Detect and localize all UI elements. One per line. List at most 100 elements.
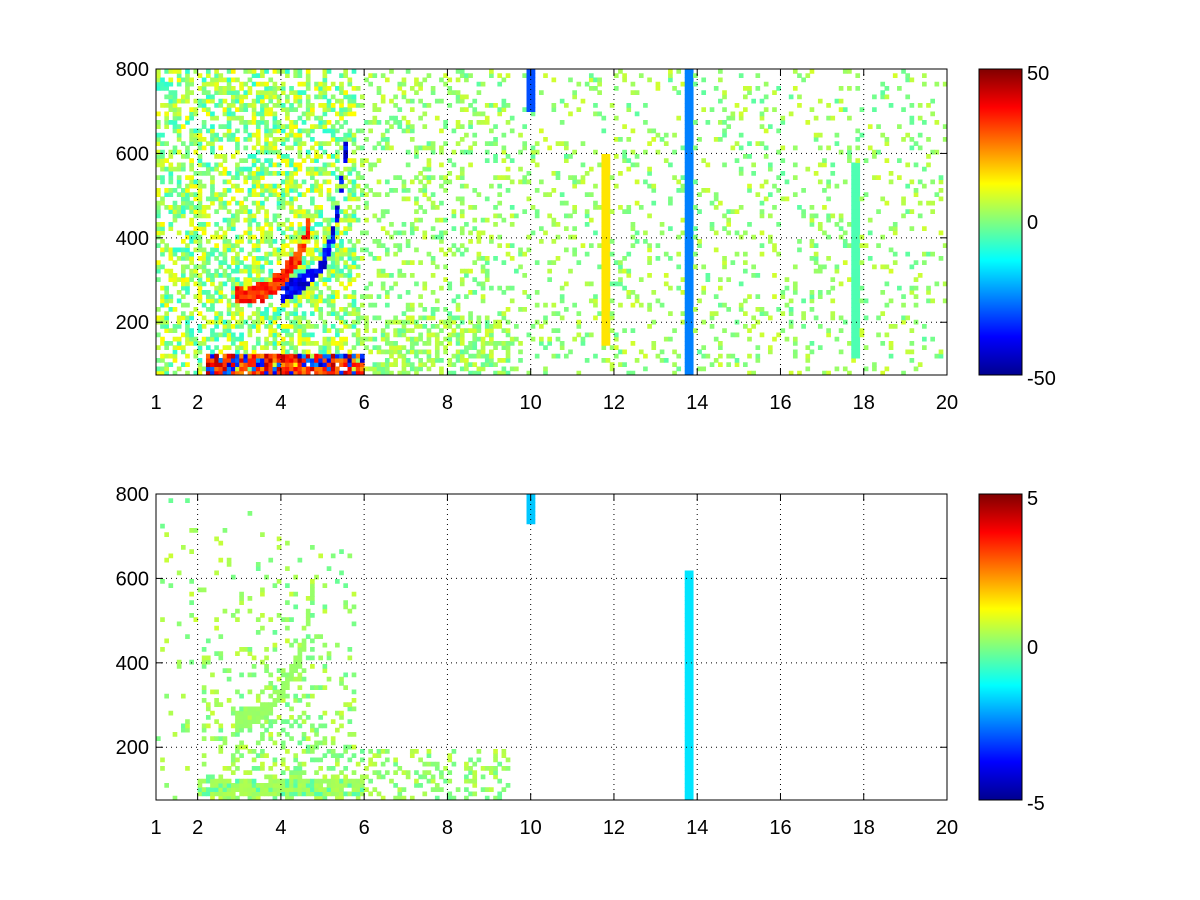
heatmap-cell (668, 196, 673, 202)
heatmap-cell (347, 81, 353, 87)
heatmap-cell (280, 727, 286, 733)
heatmap-cell (668, 69, 673, 74)
heatmap-cell (505, 345, 511, 350)
heatmap-cell (293, 319, 299, 325)
heatmap-cell (251, 256, 257, 261)
heatmap-cell (289, 345, 294, 350)
heatmap-cell (497, 107, 503, 112)
heatmap-cell (851, 298, 856, 304)
heatmap-cell (251, 171, 257, 176)
heatmap-cell (364, 366, 369, 372)
heatmap-cell (293, 655, 299, 661)
heatmap-cell (180, 294, 186, 299)
heatmap-cell (834, 141, 840, 146)
heatmap-cell (476, 120, 482, 125)
heatmap-cell (497, 795, 503, 801)
heatmap-cell (709, 324, 715, 329)
heatmap-cell (747, 141, 752, 146)
heatmap-cell (851, 205, 856, 210)
heatmap-cell (368, 251, 373, 257)
heatmap-cell (293, 251, 299, 257)
heatmap-cell (526, 519, 532, 525)
heatmap-cell (176, 230, 182, 236)
heatmap-cell (239, 672, 244, 678)
heatmap-cell (264, 103, 269, 108)
heatmap-cell (180, 268, 186, 274)
heatmap-cell (185, 115, 190, 121)
heatmap-cell (305, 787, 311, 792)
heatmap-cell (909, 358, 915, 363)
heatmap-cell (235, 98, 240, 104)
heatmap-cell (339, 791, 344, 797)
heatmap-cell (205, 69, 211, 74)
heatmap-cell (455, 141, 461, 146)
heatmap-cell (551, 217, 557, 223)
heatmap-cell (268, 791, 274, 797)
heatmap-cell (534, 149, 540, 155)
heatmap-cell (688, 86, 694, 91)
heatmap-cell (734, 158, 740, 163)
heatmap-cell (505, 103, 511, 108)
heatmap-cell (497, 234, 503, 240)
heatmap-cell (697, 137, 702, 142)
heatmap-cell (393, 783, 398, 788)
heatmap-cell (855, 73, 861, 78)
heatmap-cell (576, 324, 582, 329)
heatmap-cell (759, 124, 765, 129)
heatmap-cell (472, 778, 478, 784)
heatmap-cell (851, 264, 856, 270)
heatmap-cell (826, 234, 831, 240)
heatmap-cell (260, 732, 265, 737)
heatmap-cell (264, 341, 269, 346)
heatmap-cell (364, 328, 369, 333)
heatmap-cell (297, 226, 303, 231)
heatmap-cell (372, 370, 378, 376)
heatmap-cell (880, 341, 886, 346)
heatmap-cell (239, 166, 244, 172)
heatmap-cell (272, 273, 278, 278)
heatmap-cell (218, 319, 224, 325)
heatmap-cell (285, 681, 290, 686)
heatmap-cell (351, 302, 357, 308)
heatmap-cell (468, 315, 473, 321)
heatmap-cell (734, 332, 740, 338)
heatmap-cell (930, 149, 936, 155)
heatmap-cell (197, 285, 203, 291)
heatmap-cell (343, 370, 348, 376)
heatmap-cell (422, 234, 428, 240)
heatmap-cell (443, 124, 448, 129)
heatmap-cell (201, 659, 207, 665)
heatmap-cell (355, 315, 361, 321)
heatmap-cell (718, 69, 723, 74)
heatmap-cell (493, 213, 498, 219)
heatmap-cell (572, 209, 577, 214)
heatmap-cell (168, 553, 174, 559)
heatmap-cell (905, 183, 911, 189)
heatmap-cell (905, 315, 911, 321)
heatmap-cell (484, 319, 490, 325)
heatmap-cell (759, 98, 765, 104)
heatmap-cell (197, 273, 203, 278)
heatmap-cell (872, 362, 877, 367)
heatmap-cell (305, 621, 311, 627)
heatmap-cell (210, 774, 215, 780)
heatmap-cell (401, 311, 407, 316)
heatmap-cell (339, 268, 344, 274)
heatmap-cell (430, 315, 436, 321)
heatmap-cell (605, 239, 611, 244)
heatmap-cell (226, 264, 232, 270)
heatmap-cell (530, 81, 536, 87)
heatmap-cell (322, 120, 328, 125)
heatmap-cell (443, 73, 448, 78)
heatmap-cell (872, 107, 877, 112)
heatmap-cell (310, 277, 315, 282)
heatmap-cell (514, 324, 519, 329)
heatmap-cell (280, 154, 286, 159)
heatmap-cell (297, 651, 303, 656)
heatmap-cell (222, 766, 228, 771)
heatmap-cell (172, 120, 178, 125)
heatmap-cell (609, 315, 615, 321)
heatmap-cell (185, 154, 190, 159)
heatmap-cell (772, 294, 777, 299)
heatmap-cell (718, 285, 723, 291)
